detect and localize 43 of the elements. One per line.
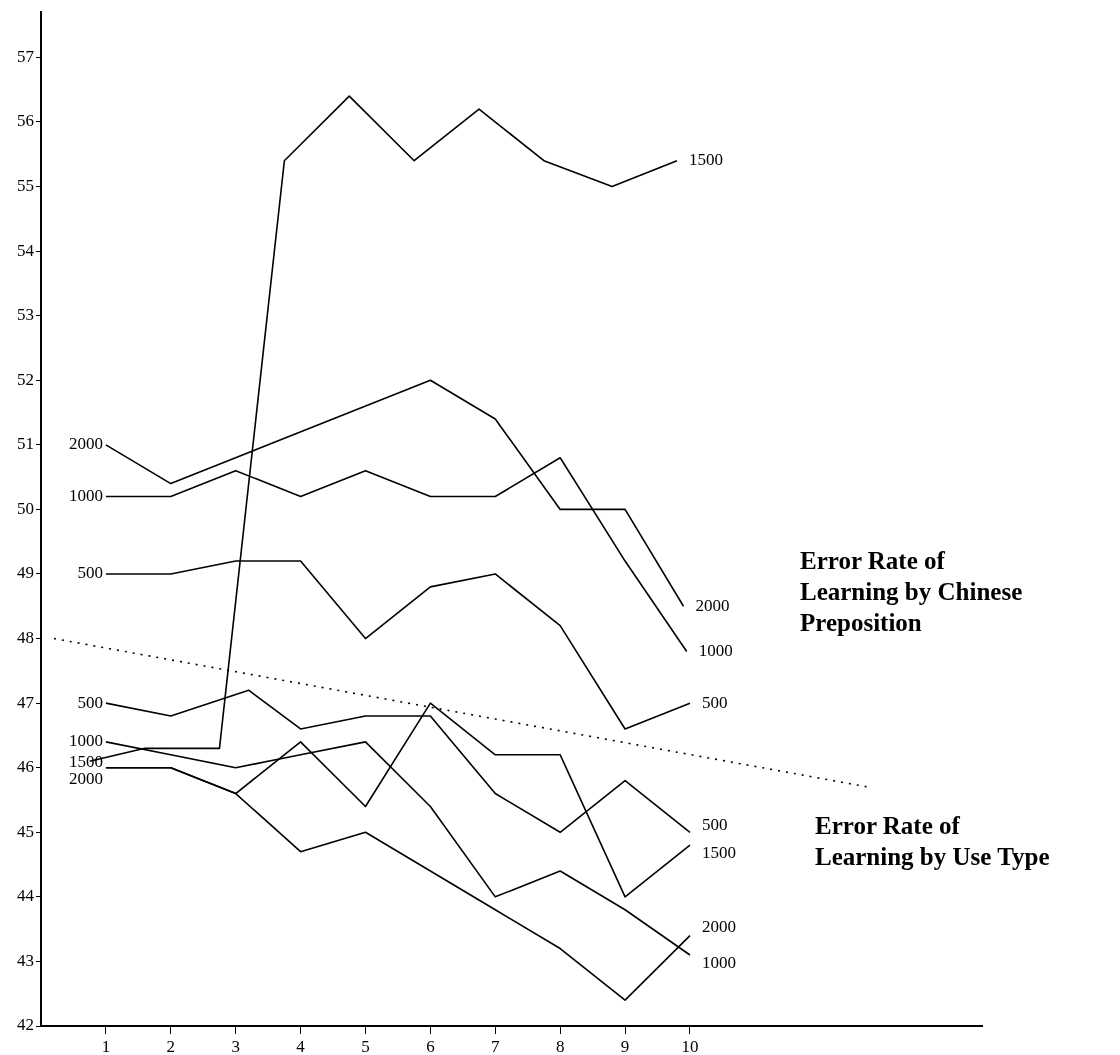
- series-label: 500: [77, 692, 103, 712]
- text: 500: [701, 814, 728, 834]
- x-tick-label: 3: [231, 1036, 240, 1055]
- text: 500: [701, 692, 728, 712]
- y-tick-label: 42: [17, 1015, 34, 1035]
- x-tick-label: 4: [296, 1036, 306, 1055]
- y-tick-label: 54: [17, 240, 35, 260]
- y-tick-label: 49: [17, 563, 34, 583]
- x-tick-label: 1: [101, 1036, 111, 1055]
- y-tick-label: 51: [17, 434, 34, 454]
- x-tick-label: 7: [491, 1036, 501, 1055]
- annotation: Error Rate of Learning by Use Type: [815, 811, 1051, 872]
- y-tick-label: 44: [17, 886, 35, 906]
- y-tick-label: 55: [17, 176, 34, 196]
- series-label: 1000: [68, 731, 103, 751]
- series-label: 2000: [68, 434, 103, 454]
- y-tick-label: 50: [17, 498, 34, 518]
- y-tick-label: 56: [17, 111, 34, 131]
- y-tick-label: 46: [17, 757, 34, 777]
- x-tick-label: 2: [166, 1036, 176, 1055]
- series-label: 2000: [68, 769, 103, 789]
- text: 1000: [698, 640, 733, 660]
- y-tick-label: 52: [17, 369, 34, 389]
- text: 1000: [701, 953, 736, 973]
- y-tick-label: 53: [17, 305, 34, 325]
- text: 2000: [701, 917, 736, 937]
- x-tick-label: 5: [361, 1036, 370, 1055]
- x-tick-label: 9: [620, 1036, 630, 1055]
- x-tick-label: 10: [681, 1036, 699, 1055]
- series-label: 1000: [68, 485, 103, 505]
- x-tick-label: 6: [426, 1036, 435, 1055]
- y-tick-label: 47: [17, 692, 35, 712]
- text: 1500: [688, 150, 723, 170]
- series-label: 500: [77, 563, 103, 583]
- series-label: 1500: [68, 752, 103, 772]
- y-tick-label: 45: [17, 821, 34, 841]
- series-label: 1500: [701, 842, 736, 862]
- annotation: Error Rate of Learning by Chinese Preposition: [800, 546, 1024, 638]
- y-tick-label: 43: [17, 950, 34, 970]
- y-tick-label: 57: [17, 46, 35, 66]
- x-tick-label: 8: [555, 1036, 565, 1055]
- text: 2000: [695, 595, 730, 615]
- y-tick-label: 48: [17, 628, 34, 648]
